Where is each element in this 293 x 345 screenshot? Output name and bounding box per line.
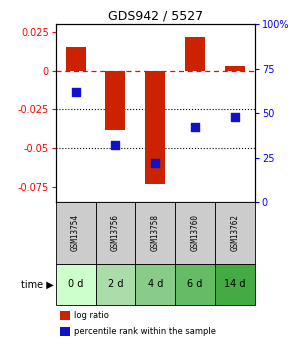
- Bar: [66, 47, 86, 71]
- Point: [153, 160, 158, 166]
- Text: 6 d: 6 d: [188, 279, 203, 289]
- Bar: [56, 202, 96, 264]
- Bar: [175, 202, 215, 264]
- Text: log ratio: log ratio: [74, 311, 108, 320]
- Bar: [145, 71, 165, 184]
- Text: 2 d: 2 d: [108, 279, 123, 289]
- Bar: [225, 66, 245, 71]
- Bar: [215, 202, 255, 264]
- Text: 4 d: 4 d: [148, 279, 163, 289]
- Text: GSM13754: GSM13754: [71, 215, 80, 252]
- Bar: [56, 264, 96, 305]
- Text: percentile rank within the sample: percentile rank within the sample: [74, 327, 216, 336]
- Title: GDS942 / 5527: GDS942 / 5527: [108, 10, 203, 23]
- Point: [113, 142, 118, 148]
- Text: 14 d: 14 d: [224, 279, 246, 289]
- Text: time ▶: time ▶: [21, 279, 54, 289]
- Bar: [175, 264, 215, 305]
- Bar: [60, 311, 70, 320]
- Text: 0 d: 0 d: [68, 279, 83, 289]
- Point: [73, 89, 78, 95]
- Text: GSM13758: GSM13758: [151, 215, 160, 252]
- Point: [233, 114, 237, 120]
- Bar: [185, 37, 205, 71]
- Text: GSM13760: GSM13760: [191, 215, 200, 252]
- Bar: [215, 264, 255, 305]
- Bar: [135, 264, 175, 305]
- Bar: [135, 202, 175, 264]
- Bar: [96, 202, 135, 264]
- Text: GSM13756: GSM13756: [111, 215, 120, 252]
- Bar: [60, 327, 70, 336]
- Point: [193, 125, 197, 130]
- Text: GSM13762: GSM13762: [231, 215, 239, 252]
- Bar: [96, 264, 135, 305]
- Bar: [105, 71, 125, 129]
